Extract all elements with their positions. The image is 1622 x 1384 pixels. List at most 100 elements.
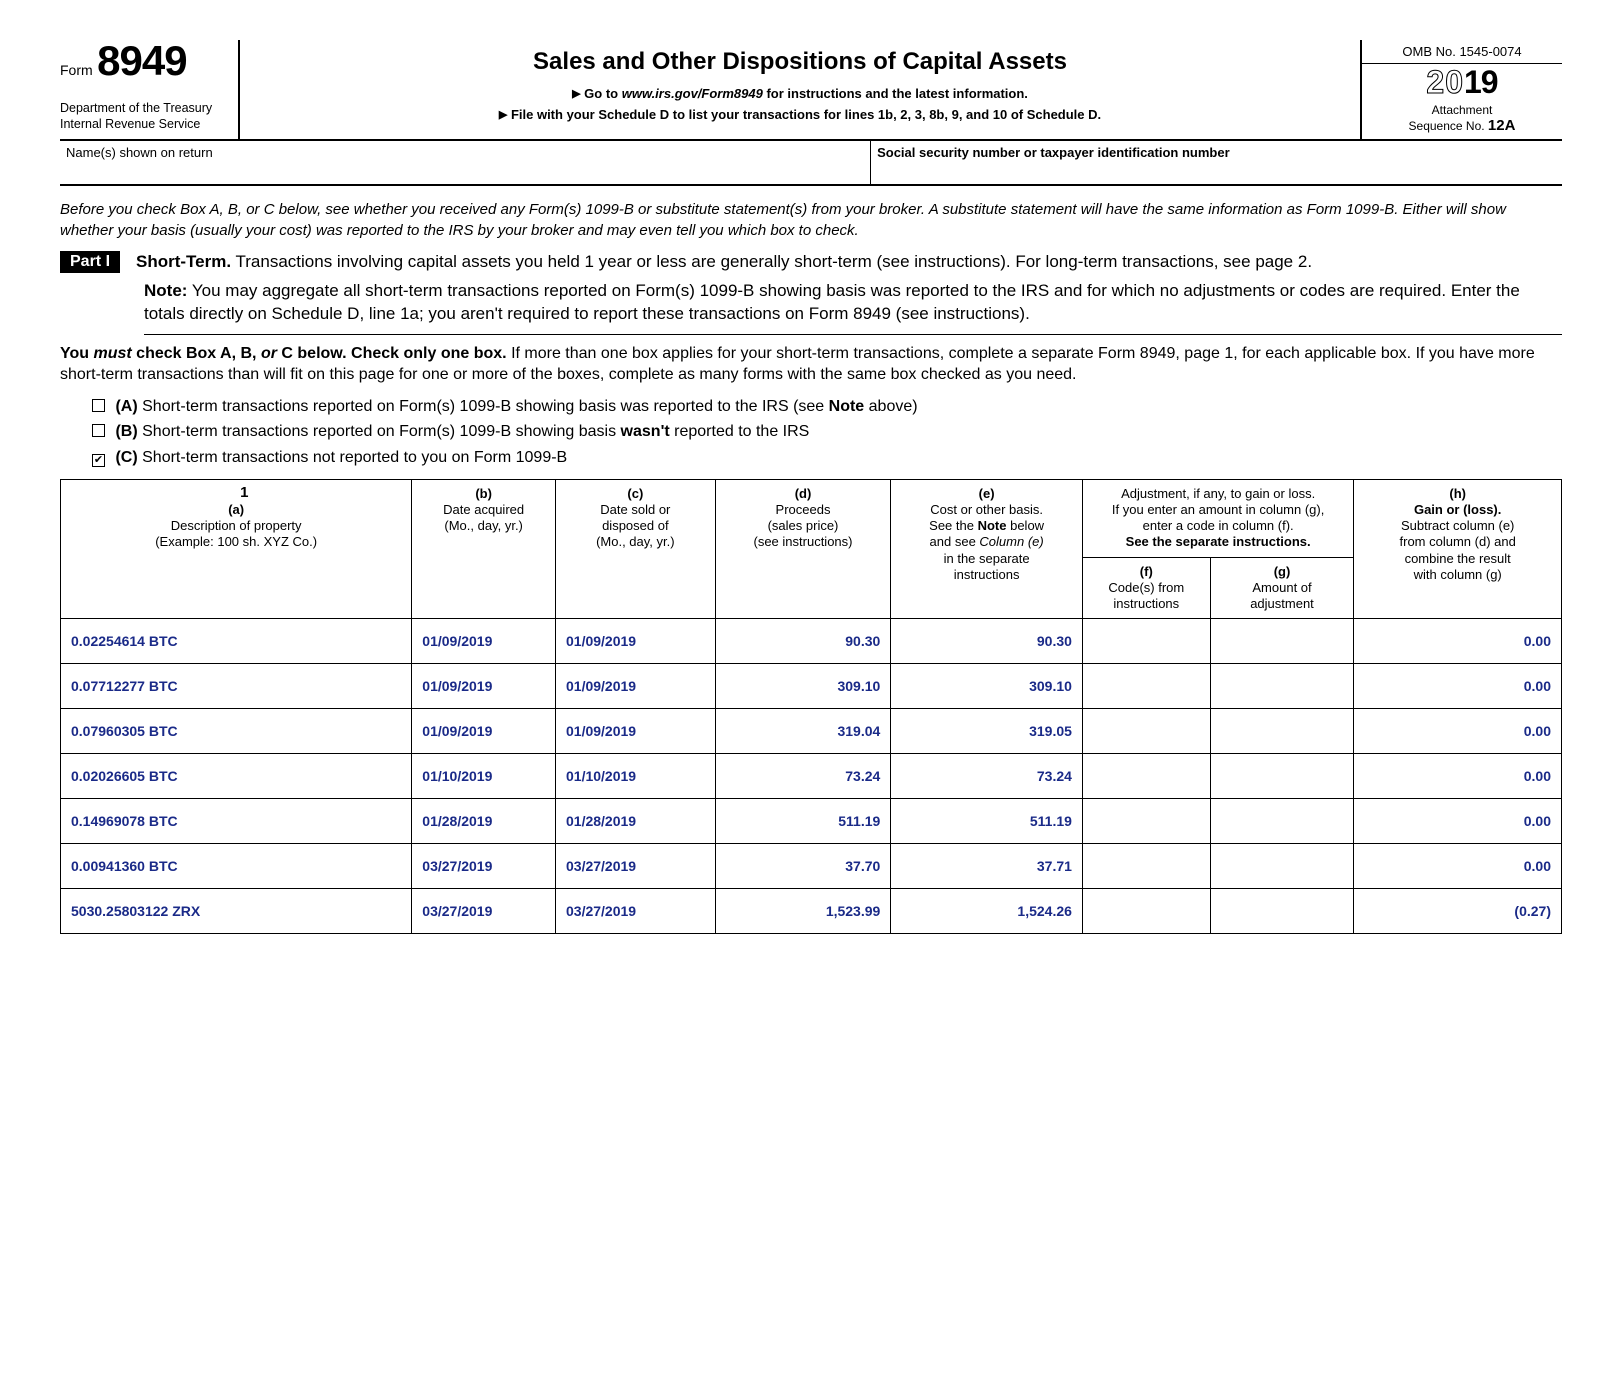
cb-b-pre: Short-term transactions reported on Form… <box>138 423 621 440</box>
checkbox-c[interactable]: ✔ <box>92 454 105 467</box>
cell-g <box>1210 664 1354 709</box>
col-a-sub1: Description of property <box>171 518 302 533</box>
cell-f <box>1082 664 1210 709</box>
mc-you: You <box>60 345 93 362</box>
cell-e: 73.24 <box>891 754 1083 799</box>
col-e-sub2-pre: See the <box>929 518 977 533</box>
checkbox-a[interactable] <box>92 399 105 412</box>
checkbox-b[interactable] <box>92 424 105 437</box>
cell-c: 01/09/2019 <box>556 664 716 709</box>
cell-d: 73.24 <box>715 754 891 799</box>
col-b-sub1: Date acquired <box>443 502 524 517</box>
cell-g <box>1210 844 1354 889</box>
omb-number: OMB No. 1545-0074 <box>1362 40 1562 64</box>
col-c-sub3: (Mo., day, yr.) <box>596 534 675 549</box>
cell-a: 5030.25803122 ZRX <box>61 889 412 934</box>
cell-c: 01/28/2019 <box>556 799 716 844</box>
mc-or: or <box>261 345 277 362</box>
dept-line2: Internal Revenue Service <box>60 116 220 132</box>
form-number: 8949 <box>97 40 186 82</box>
ssn-label: Social security number or taxpayer ident… <box>871 141 1562 184</box>
tax-year: 2019 <box>1362 64 1562 103</box>
col-h-sub4: combine the result <box>1405 551 1511 566</box>
cb-b-bold: (B) <box>115 423 137 440</box>
goto-prefix: Go to <box>584 86 622 101</box>
triangle-icon: ▶ <box>572 88 580 100</box>
cell-h: 0.00 <box>1354 799 1562 844</box>
cell-g <box>1210 889 1354 934</box>
goto-link: www.irs.gov/Form8949 <box>622 86 763 101</box>
mc-rest2: C below. Check only one box. <box>277 345 507 362</box>
cell-g <box>1210 709 1354 754</box>
cell-b: 03/27/2019 <box>412 844 556 889</box>
cell-c: 01/09/2019 <box>556 709 716 754</box>
adj-l2: If you enter an amount in column (g), <box>1112 502 1324 517</box>
col-h-h: (h) <box>1449 486 1466 501</box>
part-note: Note: You may aggregate all short-term t… <box>144 280 1562 335</box>
cell-c: 01/09/2019 <box>556 619 716 664</box>
col-c-sub2: disposed of <box>602 518 669 533</box>
cb-a-note: Note <box>829 398 865 415</box>
col-g-sub2: adjustment <box>1250 596 1314 611</box>
cell-g <box>1210 799 1354 844</box>
cell-a: 0.02254614 BTC <box>61 619 412 664</box>
cb-c-bold: (C) <box>115 449 137 466</box>
cell-h: 0.00 <box>1354 844 1562 889</box>
cb-a-rest: Short-term transactions reported on Form… <box>138 398 829 415</box>
cell-b: 01/28/2019 <box>412 799 556 844</box>
table-row: 0.14969078 BTC01/28/201901/28/2019511.19… <box>61 799 1562 844</box>
col-c-h: (c) <box>627 486 643 501</box>
cell-d: 37.70 <box>715 844 891 889</box>
col-a-sub2: (Example: 100 sh. XYZ Co.) <box>155 534 317 549</box>
cell-d: 511.19 <box>715 799 891 844</box>
checkbox-a-row: (A) Short-term transactions reported on … <box>92 394 1562 420</box>
part-badge: Part I <box>60 251 120 273</box>
checkbox-c-row: ✔ (C) Short-term transactions not report… <box>92 445 1562 471</box>
cell-e: 319.05 <box>891 709 1083 754</box>
cell-d: 90.30 <box>715 619 891 664</box>
col-d-sub2: (sales price) <box>768 518 839 533</box>
form-title: Sales and Other Dispositions of Capital … <box>250 48 1350 76</box>
cell-f <box>1082 844 1210 889</box>
header-right: OMB No. 1545-0074 2019 Attachment Sequen… <box>1362 40 1562 139</box>
goto-suffix: for instructions and the latest informat… <box>763 86 1028 101</box>
cell-h: (0.27) <box>1354 889 1562 934</box>
col-e-note: Note <box>978 518 1007 533</box>
cell-g <box>1210 619 1354 664</box>
col-e-h: (e) <box>979 486 995 501</box>
checkbox-b-row: (B) Short-term transactions reported on … <box>92 419 1562 445</box>
col-e-sub1: Cost or other basis. <box>930 502 1043 517</box>
adj-l4: See the separate instructions. <box>1126 534 1311 549</box>
triangle-icon: ▶ <box>499 109 507 121</box>
cell-a: 0.07712277 BTC <box>61 664 412 709</box>
cell-f <box>1082 799 1210 844</box>
seq-number: 12A <box>1488 117 1516 134</box>
cell-f <box>1082 709 1210 754</box>
col-e-header: (e) Cost or other basis. See the Note be… <box>891 479 1083 619</box>
names-on-return-label: Name(s) shown on return <box>60 141 871 184</box>
checkbox-group: (A) Short-term transactions reported on … <box>92 394 1562 471</box>
cell-a: 0.07960305 BTC <box>61 709 412 754</box>
table-row: 0.02254614 BTC01/09/201901/09/201990.309… <box>61 619 1562 664</box>
cell-e: 511.19 <box>891 799 1083 844</box>
header-left: Form 8949 Department of the Treasury Int… <box>60 40 240 139</box>
cell-f <box>1082 754 1210 799</box>
cell-c: 03/27/2019 <box>556 889 716 934</box>
table-row: 0.00941360 BTC03/27/201903/27/201937.703… <box>61 844 1562 889</box>
attach-word: Attachment <box>1432 103 1493 117</box>
cb-c-rest: Short-term transactions not reported to … <box>138 449 568 466</box>
name-ssn-row: Name(s) shown on return Social security … <box>60 141 1562 186</box>
adj-l3: enter a code in column (f). <box>1143 518 1294 533</box>
cell-h: 0.00 <box>1354 709 1562 754</box>
cell-b: 01/09/2019 <box>412 709 556 754</box>
col-d-sub3: (see instructions) <box>754 534 853 549</box>
header-middle: Sales and Other Dispositions of Capital … <box>240 40 1362 139</box>
col-e-sub2-post: below <box>1006 518 1044 533</box>
col-f-h: (f) <box>1140 564 1153 579</box>
adjustment-header: Adjustment, if any, to gain or loss. If … <box>1082 479 1353 557</box>
seq-prefix: Sequence No. <box>1409 119 1488 133</box>
col-b-sub2: (Mo., day, yr.) <box>444 518 523 533</box>
goto-line: ▶ Go to www.irs.gov/Form8949 for instruc… <box>250 86 1350 101</box>
col-a-h: (a) <box>228 502 244 517</box>
cell-c: 01/10/2019 <box>556 754 716 799</box>
